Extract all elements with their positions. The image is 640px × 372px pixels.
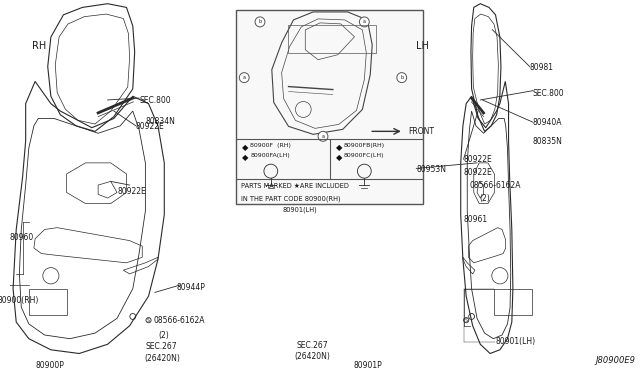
- Circle shape: [255, 17, 265, 27]
- Circle shape: [360, 17, 369, 27]
- Text: J80900E9: J80900E9: [595, 356, 635, 365]
- Text: 80960: 80960: [10, 233, 34, 242]
- Text: SEC.267: SEC.267: [145, 342, 177, 352]
- Text: 80922E: 80922E: [136, 122, 164, 131]
- Text: b: b: [400, 75, 403, 80]
- Text: 80901(LH): 80901(LH): [495, 337, 535, 346]
- Text: (26420N): (26420N): [144, 353, 180, 362]
- Text: 80922E: 80922E: [463, 169, 492, 177]
- Text: SEC.800: SEC.800: [533, 89, 564, 98]
- Text: (2): (2): [158, 331, 169, 340]
- Text: 80944P: 80944P: [177, 283, 206, 292]
- Text: FRONT: FRONT: [409, 127, 435, 136]
- Text: SEC.800: SEC.800: [139, 96, 171, 105]
- Circle shape: [318, 131, 328, 141]
- Text: (2): (2): [479, 194, 490, 203]
- Text: ◆: ◆: [243, 153, 249, 162]
- Bar: [495, 289, 532, 315]
- Text: 80922E: 80922E: [463, 155, 492, 164]
- Text: 80900FC(LH): 80900FC(LH): [344, 153, 384, 158]
- Text: SEC.267: SEC.267: [296, 340, 328, 350]
- Text: S: S: [147, 318, 150, 323]
- Text: 80900FA(LH): 80900FA(LH): [250, 153, 290, 158]
- Text: 80901P: 80901P: [353, 361, 382, 370]
- Text: ◆: ◆: [336, 143, 342, 152]
- Text: 80900(RH): 80900(RH): [0, 296, 38, 305]
- Text: 80901(LH): 80901(LH): [283, 207, 317, 214]
- Text: 80900P: 80900P: [35, 361, 64, 370]
- Bar: [29, 289, 67, 315]
- Text: 80953N: 80953N: [417, 165, 446, 174]
- Circle shape: [239, 73, 249, 83]
- Text: 80981: 80981: [530, 63, 554, 72]
- Text: 80900FB(RH): 80900FB(RH): [344, 143, 385, 148]
- Bar: [236, 10, 424, 204]
- Text: IN THE PART CODE 80900(RH): IN THE PART CODE 80900(RH): [241, 195, 341, 202]
- Bar: [287, 25, 376, 53]
- Text: a: a: [243, 75, 246, 80]
- Text: a: a: [363, 19, 366, 25]
- Text: 80835N: 80835N: [533, 137, 563, 146]
- Text: 80834N: 80834N: [145, 116, 175, 126]
- Text: 08566-6162A: 08566-6162A: [470, 182, 522, 190]
- Text: a: a: [321, 134, 324, 139]
- Text: b: b: [259, 19, 262, 25]
- Text: ◆: ◆: [243, 143, 249, 152]
- Text: PARTS MARKED ★ARE INCLUDED: PARTS MARKED ★ARE INCLUDED: [241, 183, 349, 189]
- Text: 80900F  (RH): 80900F (RH): [250, 143, 291, 148]
- Text: RH: RH: [32, 41, 46, 51]
- Text: 08566-6162A: 08566-6162A: [154, 317, 205, 326]
- Text: 80940A: 80940A: [533, 118, 563, 128]
- Text: 80961: 80961: [463, 215, 488, 224]
- Circle shape: [397, 73, 406, 83]
- Text: S: S: [465, 318, 468, 323]
- Text: (26420N): (26420N): [294, 352, 331, 360]
- Text: ◆: ◆: [336, 153, 342, 162]
- Text: 80922E: 80922E: [117, 187, 146, 196]
- Text: LH: LH: [417, 41, 429, 51]
